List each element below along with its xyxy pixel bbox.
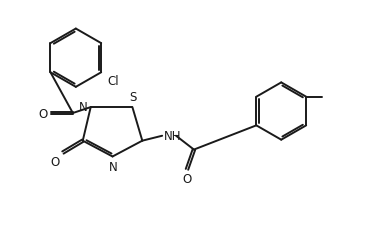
Text: O: O (182, 172, 191, 185)
Text: S: S (130, 91, 137, 104)
Text: O: O (39, 107, 48, 120)
Text: Cl: Cl (107, 75, 119, 88)
Text: N: N (109, 161, 118, 174)
Text: NH: NH (164, 130, 182, 143)
Text: O: O (51, 155, 60, 168)
Text: N: N (79, 100, 88, 113)
